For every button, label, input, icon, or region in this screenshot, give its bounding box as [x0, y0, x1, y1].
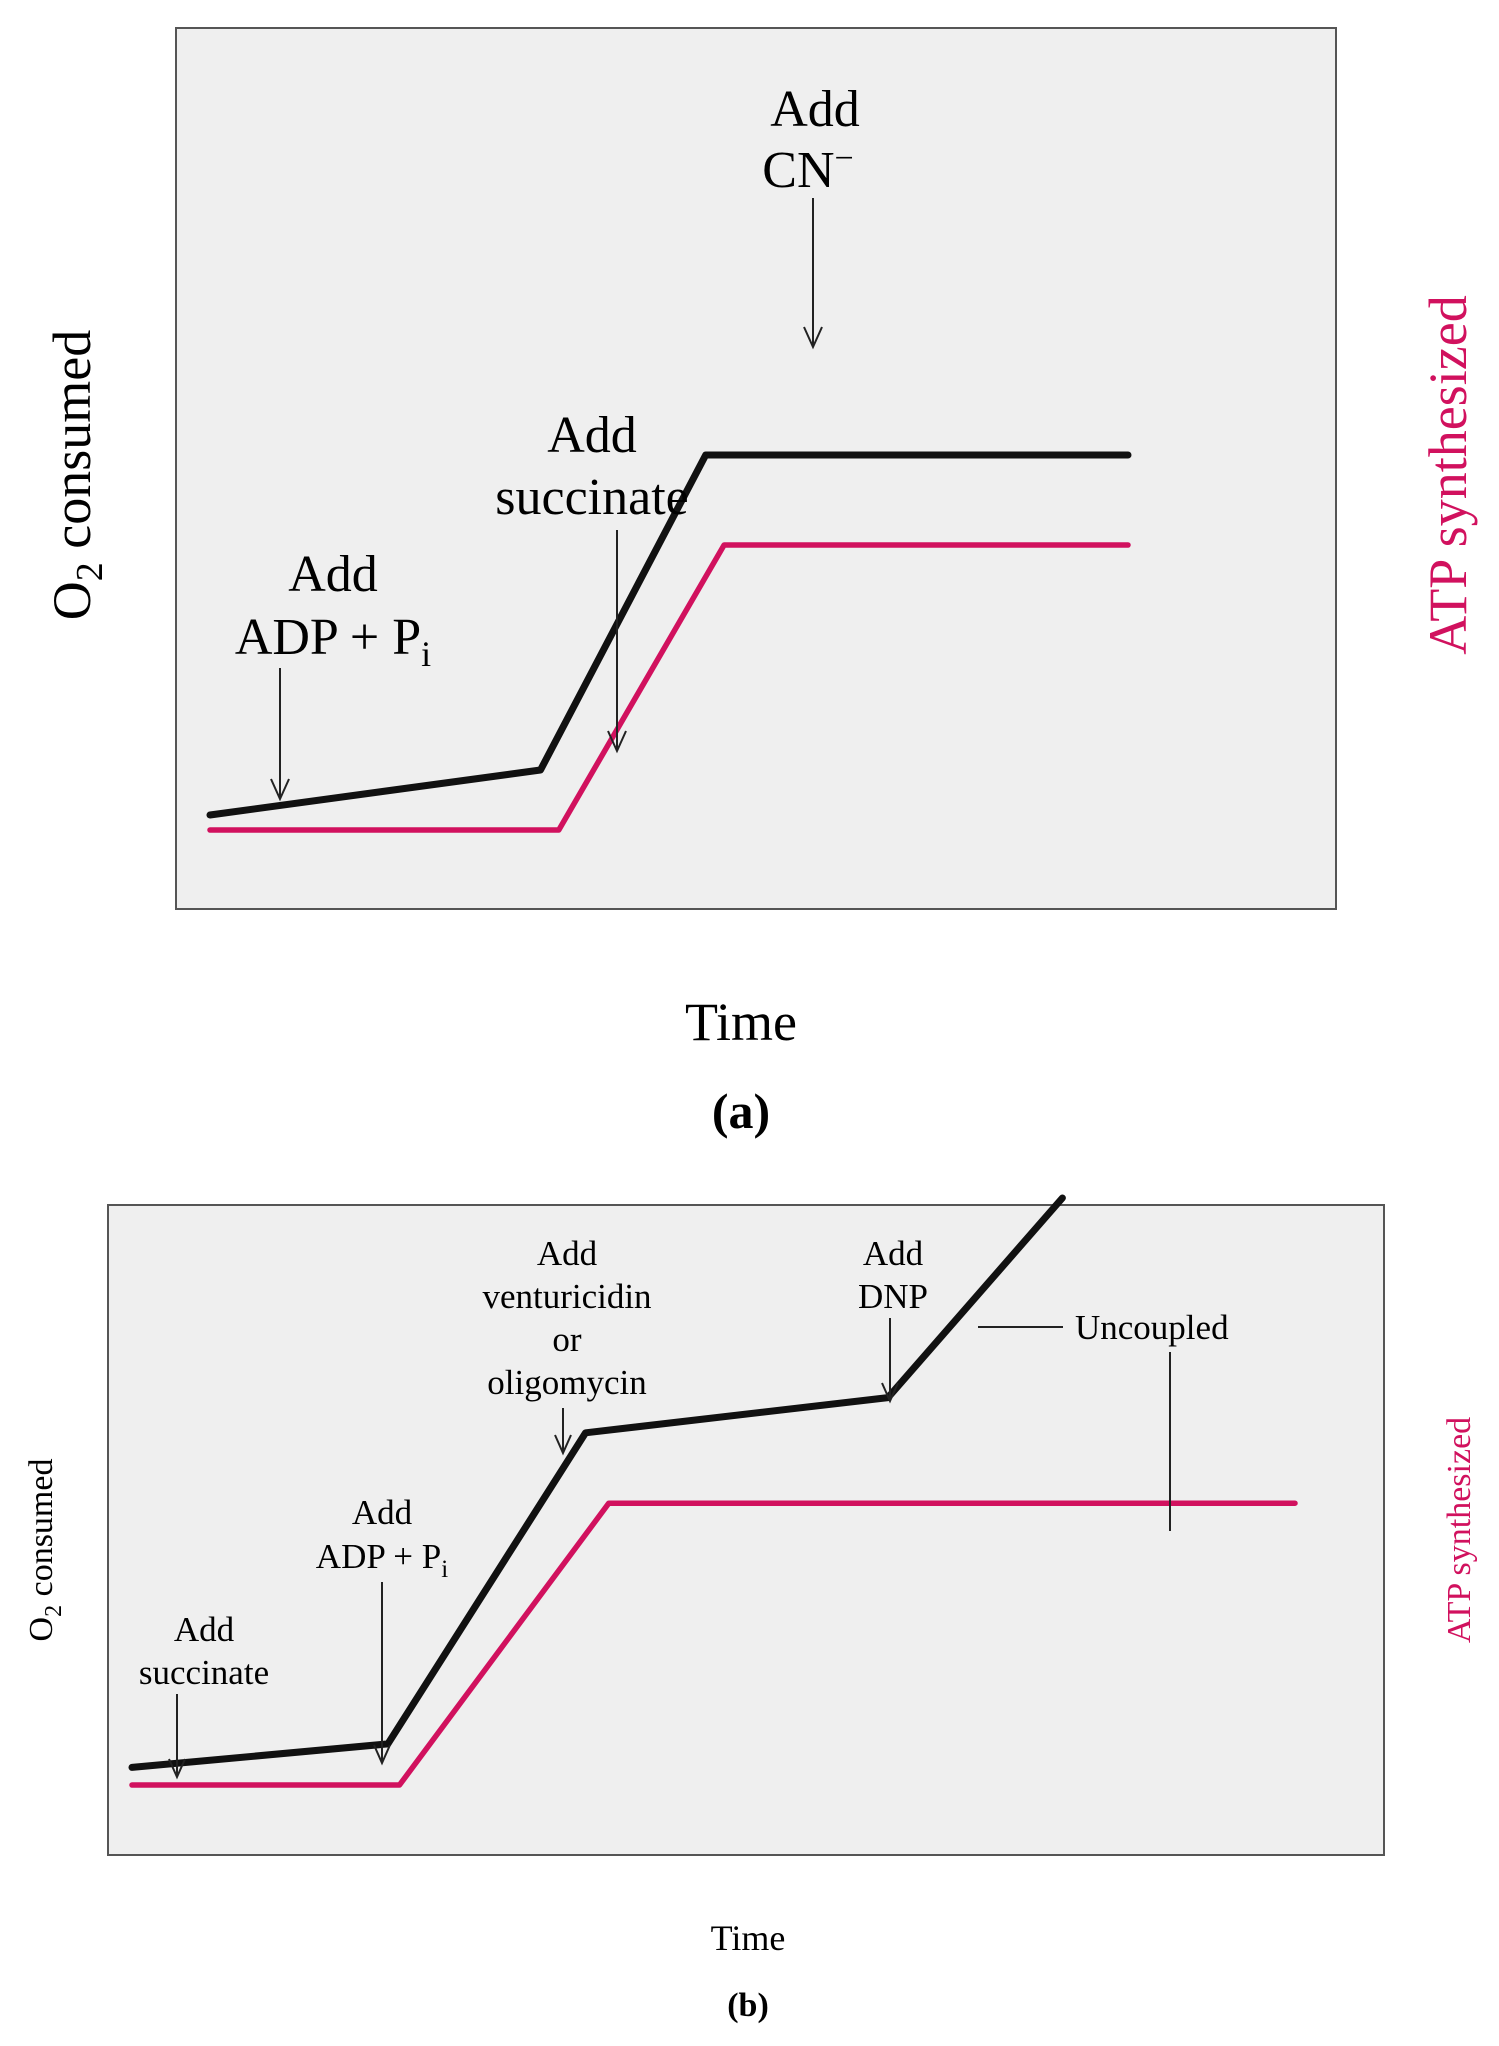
panel-a-ylabel-right: ATP synthesized [1418, 295, 1478, 654]
panel-a-ylabel-left: O2 consumed [42, 330, 111, 620]
annotation-line2: DNP [858, 1277, 928, 1316]
panel-b-ylabel-right: ATP synthesized [1441, 1417, 1478, 1643]
annotation-line2: CN− [762, 140, 853, 199]
panel-a-o2-line [206, 451, 1132, 819]
annotation-label: Uncoupled [1075, 1308, 1229, 1347]
panel-b-o2-line [128, 1194, 1066, 1771]
panel-a-caption: (a) [712, 1083, 770, 1139]
panel-b-caption: (b) [727, 1987, 769, 2024]
annotation-line1: Add [352, 1493, 413, 1532]
annotation-line1: Add [863, 1234, 924, 1273]
annotation-line1: Add [174, 1610, 235, 1649]
arrow-head [168, 1758, 186, 1780]
panel-b-atp-line [129, 1500, 1298, 1788]
arrow-head [373, 1744, 391, 1766]
panel-b-xlabel: Time [711, 1918, 786, 1958]
panel-b-annotation-succinate: Add succinate [139, 1610, 269, 1780]
panel-b-annotation-inhibitor: Add venturicidin or oligomycin [482, 1234, 652, 1456]
panel-a: Add ADP + Pi Add succinate Add CN− O2 co… [42, 27, 1478, 1139]
annotation-line2: succinate [495, 469, 688, 526]
panel-a-annotation-succinate: Add succinate [495, 407, 689, 754]
panel-b-annotation-uncoupled: Uncoupled [978, 1308, 1229, 1531]
annotation-line2: ADP + Pi [316, 1537, 448, 1583]
panel-a-atp-line [207, 542, 1131, 833]
annotation-line1: Add [288, 546, 378, 603]
annotation-line2: venturicidin [482, 1277, 651, 1316]
panel-b-ylabel-left: O2 consumed [23, 1459, 67, 1642]
annotation-line1: Add [537, 1234, 598, 1273]
annotation-line1: Add [770, 81, 860, 138]
panel-b-annotation-adp: Add ADP + Pi [316, 1493, 448, 1766]
panel-b-plot-area [107, 1204, 1385, 1856]
panel-b: Add succinate Add ADP + Pi Add venturici… [23, 1194, 1478, 2024]
annotation-line1: Add [547, 407, 637, 464]
arrow-head [270, 778, 290, 802]
annotation-line3: or [552, 1320, 582, 1359]
annotation-line2: succinate [139, 1653, 269, 1692]
annotation-line2: ADP + Pi [235, 609, 431, 674]
panel-a-annotation-adp: Add ADP + Pi [235, 546, 431, 802]
arrow-head [881, 1382, 899, 1404]
arrow-head [803, 326, 823, 350]
arrow-head [607, 730, 627, 754]
panel-a-annotation-cn: Add CN− [762, 81, 860, 350]
panel-b-annotation-dnp: Add DNP [858, 1234, 928, 1404]
panel-a-plot-area [175, 27, 1337, 910]
arrow-head [554, 1434, 572, 1456]
panel-a-xlabel: Time [685, 992, 797, 1052]
annotation-line4: oligomycin [487, 1363, 646, 1402]
